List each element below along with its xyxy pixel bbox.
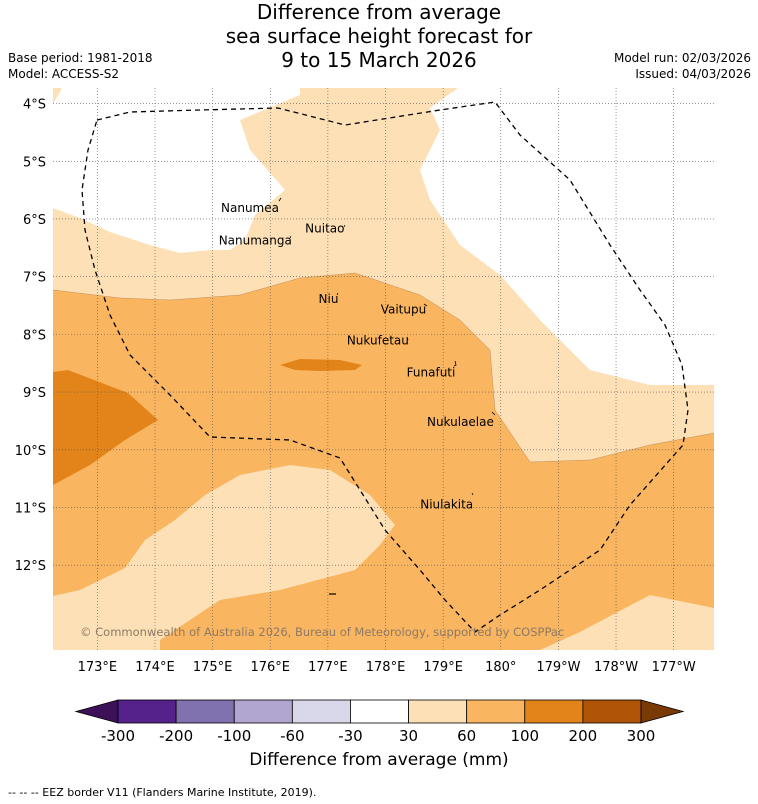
coast-nanumanga xyxy=(289,235,292,239)
anomaly-band-60-100 xyxy=(53,273,714,650)
longitude-label: 174°E xyxy=(135,660,175,675)
latitude-label: 12°S xyxy=(15,559,46,574)
colorbar-tick-label: 200 xyxy=(568,727,598,745)
colorbar-bin xyxy=(466,699,526,724)
colorbar-extend-high xyxy=(640,699,685,724)
model-name: Model: ACCESS-S2 xyxy=(8,67,120,81)
latitude-label: 10°S xyxy=(15,444,46,459)
eez-border xyxy=(81,101,689,633)
model-run: Model run: 02/03/2026 xyxy=(613,51,751,65)
longitude-label: 177°E xyxy=(308,660,348,675)
colorbar-tick-label: -100 xyxy=(217,727,252,745)
colorbar-bin xyxy=(582,699,642,724)
island-label: Nukulaelae xyxy=(427,415,494,429)
island-label: Nukufetau xyxy=(347,333,409,347)
colorbar-extend-low xyxy=(74,699,119,724)
coastlines xyxy=(278,197,496,595)
island-label: Nanumanga xyxy=(219,234,292,248)
anomaly-fields xyxy=(53,88,714,650)
map-title: Difference from average sea surface heig… xyxy=(0,0,758,72)
longitude-label: 178°W xyxy=(594,660,638,675)
island-label: Funafuti xyxy=(407,365,456,379)
coast-nuitao xyxy=(343,224,346,228)
island-labels: Nanumea Nuitao Nanumanga Niu Vaitupu Nukufeta… xyxy=(219,201,494,511)
longitude-label: 178°E xyxy=(366,660,406,675)
island-label: Niulakita xyxy=(420,497,473,511)
colorbar-bin xyxy=(291,699,351,724)
meta-right: Model run: 02/03/2026 Issued: 04/03/2026 xyxy=(614,50,751,82)
longitude-labels: 173°E 174°E 175°E 176°E 177°E 178°E 179°E 180° 1… xyxy=(78,660,696,675)
colorbar-bin xyxy=(175,699,235,724)
colorbar-bin xyxy=(350,699,409,724)
issued-date: Issued: 04/03/2026 xyxy=(635,67,751,81)
colorbar xyxy=(74,699,685,724)
anomaly-band-100-200-west xyxy=(53,370,158,485)
anomaly-band-100-200-centre xyxy=(280,359,362,371)
colorbar-bin xyxy=(408,699,468,724)
longitude-label: 180° xyxy=(485,660,516,675)
island-label: Nanumea xyxy=(221,201,279,215)
colorbar-title: Difference from average (mm) xyxy=(249,750,509,770)
latitude-label: 7°S xyxy=(23,271,46,286)
title-line-3: 9 to 15 March 2026 xyxy=(281,48,477,72)
footer-note: -- -- -- EEZ border V11 (Flanders Marine… xyxy=(8,786,317,799)
longitude-label: 175°E xyxy=(193,660,233,675)
island-label: Niu xyxy=(319,292,339,306)
colorbar-bin xyxy=(524,699,584,724)
latitude-labels: 4°S 5°S 6°S 7°S 8°S 9°S 10°S 11°S 12°S xyxy=(15,98,46,575)
meta-left: Base period: 1981-2018 Model: ACCESS-S2 xyxy=(8,50,153,82)
coast-vaitupu xyxy=(423,303,428,307)
island-label: Nuitao xyxy=(305,221,344,235)
base-period: Base period: 1981-2018 xyxy=(8,51,153,65)
coast-niu xyxy=(336,292,339,296)
colorbar-bin xyxy=(233,699,293,724)
coast-nukufetau xyxy=(406,336,409,341)
latitude-label: 11°S xyxy=(15,501,46,516)
latitude-label: 5°S xyxy=(23,155,46,170)
colorbar-tick-label: 100 xyxy=(510,727,540,745)
coast-nukulaelae xyxy=(491,411,496,416)
coast-funafuti xyxy=(453,360,457,367)
latitude-label: 4°S xyxy=(23,98,46,113)
latitude-label: 9°S xyxy=(23,386,46,401)
colorbar-tick-label: -30 xyxy=(338,727,363,745)
longitude-label: 179°E xyxy=(423,660,463,675)
longitude-label: 176°E xyxy=(250,660,290,675)
colorbar-tick-label: 60 xyxy=(457,727,477,745)
colorbar-tick-label: -200 xyxy=(159,727,194,745)
colorbar-tick-label: -60 xyxy=(280,727,305,745)
title-line-2: sea surface height forecast for xyxy=(225,24,533,48)
longitude-label: 177°W xyxy=(652,660,696,675)
colorbar-tick-label: -300 xyxy=(100,727,136,745)
coast-nanumea xyxy=(278,197,282,202)
longitude-label: 173°E xyxy=(78,660,118,675)
title-line-1: Difference from average xyxy=(256,0,502,24)
colorbar-tick-label: 30 xyxy=(399,727,419,745)
coast-niulakita xyxy=(471,492,474,496)
colorbar-bin xyxy=(117,699,177,724)
copyright-text: © Commonwealth of Australia 2026, Bureau… xyxy=(80,625,564,639)
anomaly-white-west xyxy=(53,88,300,253)
latitude-label: 8°S xyxy=(23,328,46,343)
graticule xyxy=(53,88,714,650)
anomaly-white-east xyxy=(420,88,714,385)
colorbar-tick-label: 300 xyxy=(626,727,656,745)
longitude-label: 179°W xyxy=(536,660,580,675)
latitude-label: 6°S xyxy=(23,213,46,228)
island-label: Vaitupu xyxy=(381,302,427,316)
